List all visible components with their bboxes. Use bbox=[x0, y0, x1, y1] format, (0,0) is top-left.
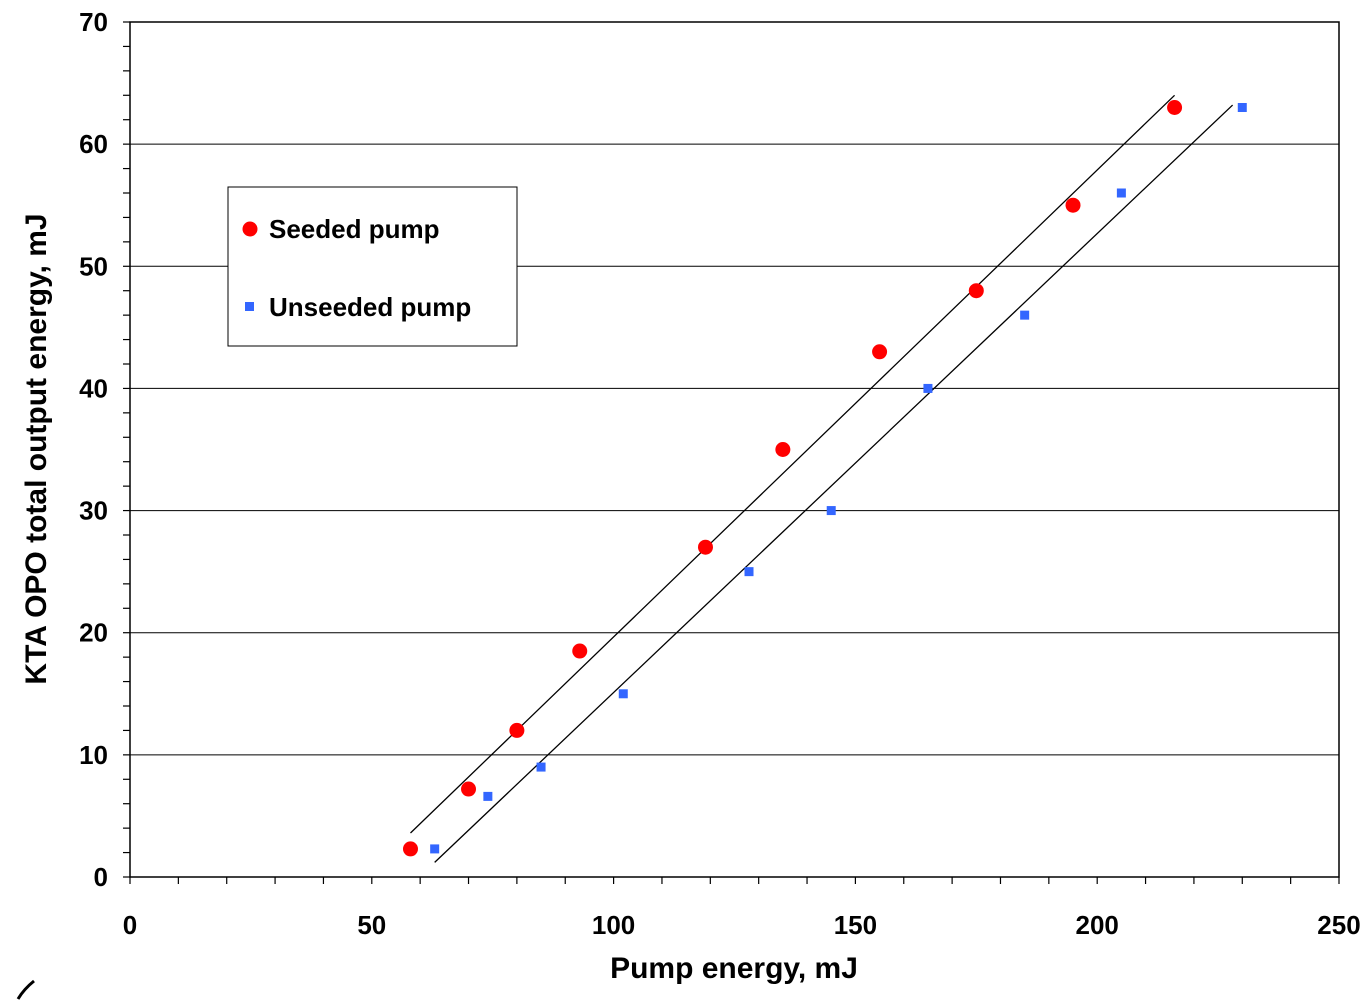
y-tick-label: 10 bbox=[79, 740, 108, 770]
unseeded-point bbox=[826, 506, 836, 516]
seeded-point bbox=[461, 781, 477, 797]
x-tick-label: 0 bbox=[123, 910, 137, 940]
seeded-point bbox=[968, 283, 984, 299]
corner-mark bbox=[16, 979, 35, 1000]
fit-line-unseeded bbox=[434, 104, 1234, 863]
seeded-point bbox=[1167, 100, 1183, 115]
x-tick-label: 150 bbox=[834, 910, 877, 940]
legend-marker-unseeded bbox=[245, 302, 254, 311]
x-tick-label: 100 bbox=[592, 910, 635, 940]
unseeded-point bbox=[430, 844, 440, 854]
y-tick-label: 50 bbox=[79, 251, 108, 281]
seeded-point bbox=[697, 539, 713, 555]
legend-label-unseeded: Unseeded pump bbox=[269, 292, 471, 322]
unseeded-point bbox=[923, 383, 933, 393]
y-tick-label: 20 bbox=[79, 618, 108, 648]
unseeded-point bbox=[1116, 188, 1126, 198]
unseeded-point bbox=[744, 567, 754, 577]
fit-lines bbox=[410, 94, 1234, 863]
unseeded-point bbox=[618, 689, 628, 699]
data-points bbox=[402, 100, 1247, 857]
plot-area-border bbox=[129, 21, 1340, 878]
y-tick-label: 70 bbox=[79, 7, 108, 37]
legend-marker-seeded bbox=[242, 221, 258, 237]
seeded-point bbox=[775, 442, 791, 457]
x-tick-label: 50 bbox=[357, 910, 386, 940]
seeded-point bbox=[402, 841, 418, 857]
unseeded-point bbox=[536, 762, 546, 772]
x-axis-title: Pump energy, mJ bbox=[610, 952, 858, 985]
y-tick-label: 30 bbox=[79, 496, 108, 526]
legend: Seeded pump Unseeded pump bbox=[227, 186, 518, 347]
unseeded-point bbox=[1020, 310, 1030, 320]
x-tick-label: 250 bbox=[1317, 910, 1360, 940]
seeded-point bbox=[572, 643, 588, 659]
unseeded-point bbox=[1237, 103, 1247, 112]
legend-box bbox=[227, 186, 518, 347]
x-axis: 0 50 100 150 200 250 bbox=[123, 877, 1361, 940]
x-tick-label: 200 bbox=[1076, 910, 1119, 940]
y-tick-label: 60 bbox=[79, 129, 108, 159]
unseeded-point bbox=[483, 791, 493, 801]
seeded-point bbox=[509, 722, 525, 738]
seeded-point bbox=[872, 344, 888, 360]
fit-line-seeded bbox=[410, 94, 1176, 834]
y-tick-label: 0 bbox=[94, 862, 108, 892]
legend-label-seeded: Seeded pump bbox=[269, 214, 439, 244]
y-axis-title: KTA OPO total output energy, mJ bbox=[20, 213, 53, 684]
seeded-point bbox=[1065, 197, 1081, 213]
y-axis: 0 10 20 30 40 50 60 70 bbox=[79, 7, 130, 892]
y-tick-label: 40 bbox=[79, 373, 108, 403]
